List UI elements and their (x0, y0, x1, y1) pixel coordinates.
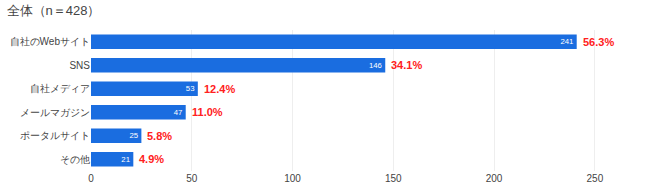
svg-text:5.8%: 5.8% (147, 130, 172, 142)
svg-text:0: 0 (88, 173, 94, 184)
svg-text:241: 241 (560, 37, 573, 46)
svg-text:自社のWebサイト: 自社のWebサイト (10, 36, 90, 47)
svg-text:SNS: SNS (69, 60, 90, 71)
svg-text:150: 150 (385, 173, 402, 184)
svg-text:21: 21 (121, 155, 130, 164)
svg-text:146: 146 (369, 61, 382, 70)
svg-text:250: 250 (587, 173, 604, 184)
svg-text:53: 53 (186, 84, 195, 93)
svg-text:全体（n＝428）: 全体（n＝428） (7, 3, 101, 18)
svg-text:34.1%: 34.1% (391, 59, 422, 71)
svg-text:11.0%: 11.0% (192, 106, 223, 118)
svg-text:50: 50 (186, 173, 198, 184)
svg-text:56.3%: 56.3% (583, 36, 614, 48)
svg-text:100: 100 (284, 173, 301, 184)
svg-text:メールマガジン: メールマガジン (20, 107, 90, 118)
svg-text:ポータルサイト: ポータルサイト (20, 130, 90, 141)
svg-text:47: 47 (174, 108, 183, 117)
svg-text:その他: その他 (60, 154, 90, 165)
svg-text:25: 25 (129, 131, 138, 140)
svg-text:4.9%: 4.9% (139, 153, 164, 165)
svg-text:200: 200 (486, 173, 503, 184)
svg-text:12.4%: 12.4% (204, 83, 235, 95)
svg-text:自社メディア: 自社メディア (30, 83, 90, 94)
